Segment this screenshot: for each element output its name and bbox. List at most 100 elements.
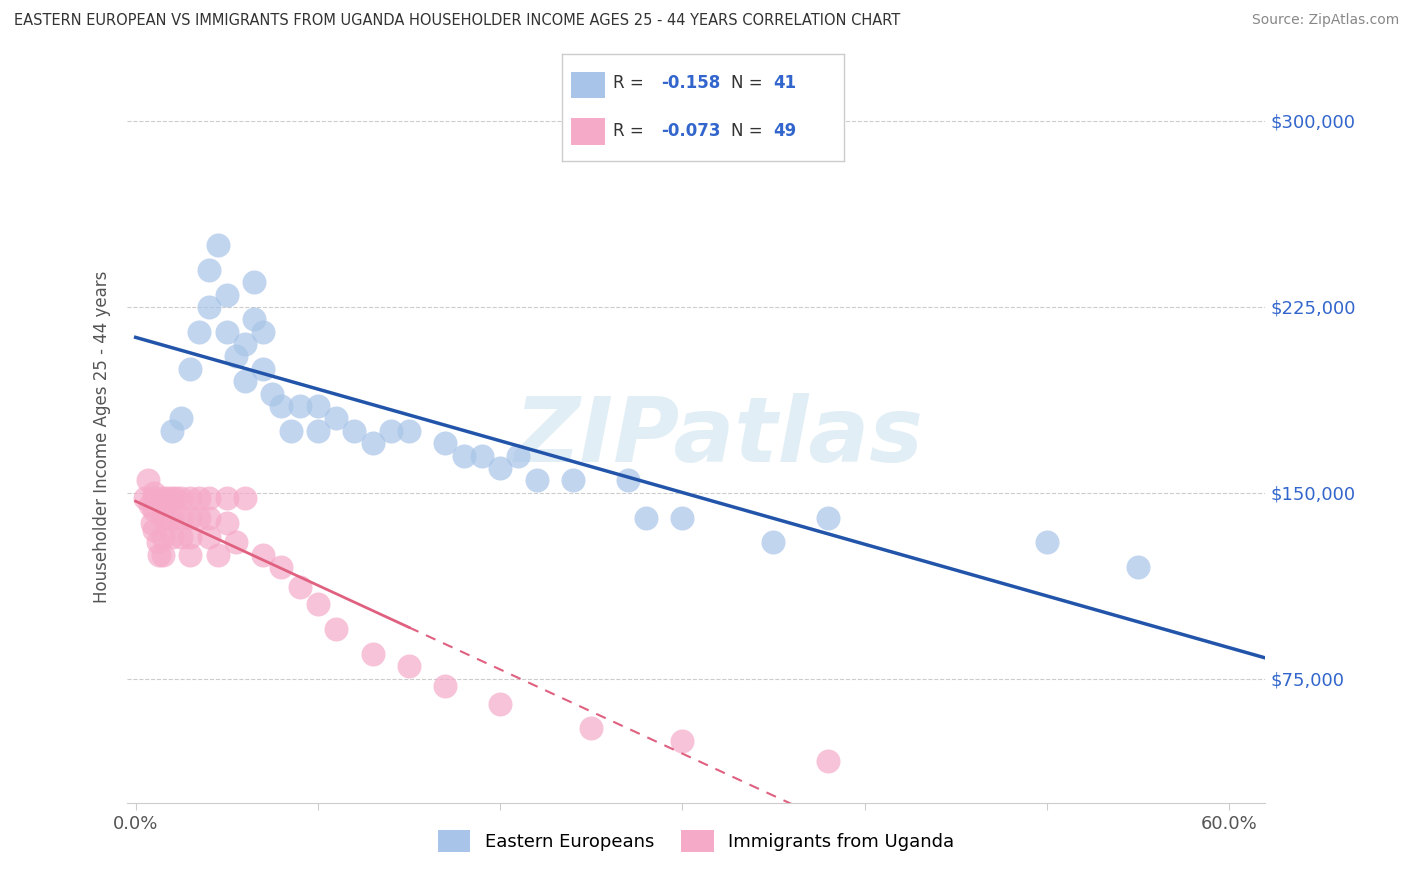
Point [817, 510, 839, 524]
Point [188, 325, 211, 339]
Point [233, 374, 256, 388]
Point [142, 491, 165, 505]
Point [152, 510, 174, 524]
Point [471, 449, 494, 463]
Point [179, 491, 201, 505]
Point [489, 697, 512, 711]
Point [197, 262, 219, 277]
Text: 49: 49 [773, 121, 797, 139]
Point [634, 510, 657, 524]
Point [307, 399, 329, 413]
Point [288, 399, 311, 413]
Point [142, 486, 165, 500]
Point [671, 734, 693, 748]
Point [325, 411, 347, 425]
Point [243, 312, 266, 326]
Text: Source: ZipAtlas.com: Source: ZipAtlas.com [1251, 13, 1399, 28]
Point [398, 424, 420, 438]
Point [361, 436, 384, 450]
Point [616, 474, 638, 488]
Point [215, 325, 238, 339]
Text: N =: N = [731, 121, 762, 139]
Point [197, 510, 219, 524]
Point [179, 510, 201, 524]
Point [146, 535, 169, 549]
Text: EASTERN EUROPEAN VS IMMIGRANTS FROM UGANDA HOUSEHOLDER INCOME AGES 25 - 44 YEARS: EASTERN EUROPEAN VS IMMIGRANTS FROM UGAN… [14, 13, 900, 29]
Point [142, 503, 165, 517]
Point [207, 548, 229, 562]
Text: R =: R = [613, 75, 644, 93]
Point [434, 679, 457, 693]
Point [307, 424, 329, 438]
Point [562, 474, 585, 488]
Point [179, 548, 201, 562]
Point [215, 516, 238, 530]
Point [152, 548, 174, 562]
Bar [571, 118, 605, 145]
Point [197, 300, 219, 314]
Point [170, 491, 193, 505]
Text: -0.158: -0.158 [661, 75, 720, 93]
Point [380, 424, 402, 438]
Point [157, 510, 180, 524]
Point [170, 411, 193, 425]
Point [148, 548, 170, 562]
Point [207, 238, 229, 252]
Point [579, 722, 602, 736]
Point [160, 531, 183, 545]
Point [170, 531, 193, 545]
Point [671, 510, 693, 524]
Y-axis label: Householder Income Ages 25 - 44 years: Householder Income Ages 25 - 44 years [93, 271, 111, 603]
Point [252, 548, 274, 562]
Point [233, 491, 256, 505]
Text: R =: R = [613, 121, 644, 139]
Point [288, 580, 311, 594]
Point [762, 535, 785, 549]
Point [188, 510, 211, 524]
Point [142, 523, 165, 537]
Point [197, 491, 219, 505]
Point [526, 474, 548, 488]
Point [434, 436, 457, 450]
Point [252, 362, 274, 376]
Point [307, 598, 329, 612]
Point [160, 510, 183, 524]
Point [225, 350, 247, 364]
Point [325, 622, 347, 636]
Point [252, 325, 274, 339]
Point [489, 461, 512, 475]
Point [398, 659, 420, 673]
Point [156, 491, 179, 505]
Text: N =: N = [731, 75, 762, 93]
Point [262, 386, 284, 401]
Point [165, 491, 187, 505]
Point [188, 491, 211, 505]
Point [160, 424, 183, 438]
Point [280, 424, 302, 438]
Bar [571, 71, 605, 98]
Point [361, 647, 384, 661]
Point [817, 754, 839, 768]
Point [1035, 535, 1057, 549]
Point [1126, 560, 1149, 574]
Point [152, 491, 174, 505]
Point [141, 516, 163, 530]
Point [215, 287, 238, 301]
Point [508, 449, 530, 463]
Point [152, 531, 174, 545]
Point [243, 275, 266, 289]
Point [453, 449, 475, 463]
Point [343, 424, 366, 438]
Point [139, 498, 162, 512]
Point [215, 491, 238, 505]
Point [197, 531, 219, 545]
Point [138, 474, 160, 488]
Text: ZIPatlas: ZIPatlas [515, 393, 924, 481]
Point [270, 560, 292, 574]
Text: 41: 41 [773, 75, 796, 93]
Point [179, 362, 201, 376]
Point [160, 491, 183, 505]
Point [170, 510, 193, 524]
Point [225, 535, 247, 549]
Point [233, 337, 256, 351]
